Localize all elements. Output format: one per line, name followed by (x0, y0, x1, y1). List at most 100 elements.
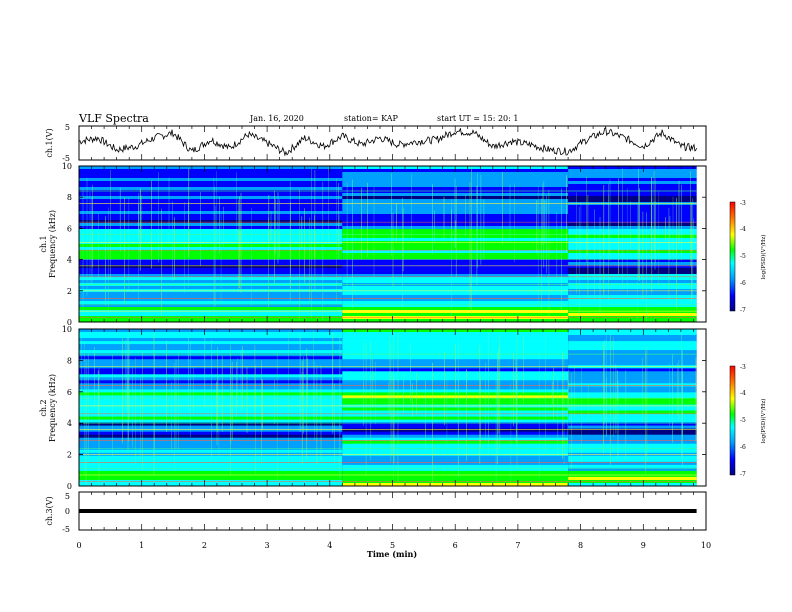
spec1-cell (342, 310, 568, 314)
spec1-cell (568, 235, 697, 239)
spec2-cell (568, 377, 697, 381)
spec2-cell (342, 344, 568, 348)
spec1-cell (79, 178, 343, 182)
spec2-cell (568, 353, 697, 357)
spec1-cell (79, 247, 343, 251)
spec1-cell (568, 307, 697, 311)
ch2-spectrogram-panel: 0 2 4 6 8 10 ch.2 Frequency (kHz) (39, 325, 707, 491)
spec2-cell (568, 483, 697, 487)
spec1-cell (342, 259, 568, 263)
spec2-cell (79, 401, 343, 405)
spec2-cell (79, 443, 343, 448)
spec2-cell (342, 413, 568, 417)
spec2-cell (79, 329, 343, 333)
spec2-cell (568, 359, 697, 363)
spec1-cell (342, 304, 568, 308)
spec1-cell (342, 307, 568, 311)
spec2-ticks-ytick-label: 6 (67, 388, 72, 397)
spec1-cell (79, 319, 343, 323)
spec1-cell (568, 268, 697, 272)
spec2-cell (79, 362, 343, 366)
spec2-cell (568, 341, 697, 345)
spec2-cell (79, 470, 343, 475)
spec2-cell (568, 347, 697, 351)
spec1-cell (79, 196, 343, 200)
spec2-cell (79, 347, 343, 351)
spec2-cell (342, 422, 568, 426)
spec1-cell (568, 238, 697, 242)
spec1-cell (79, 193, 343, 197)
spec1-cell (79, 274, 343, 278)
spec2-cell (568, 413, 697, 417)
spec2-cell (342, 401, 568, 405)
spec1-cell (79, 259, 343, 263)
x-tick-label: 9 (641, 541, 646, 550)
spec1-ticks-ytick-label: 10 (62, 162, 72, 171)
spec2-cell (79, 455, 343, 460)
spec2-cell (568, 473, 697, 478)
spec1-cell (568, 181, 697, 185)
spec1-cell (342, 265, 568, 269)
spec1-cell (79, 292, 343, 296)
spec2-cell (342, 398, 568, 402)
spec2-cell (342, 368, 568, 372)
spec2-cell (342, 356, 568, 360)
spec2-cell (342, 380, 568, 384)
spec2-cell (342, 392, 568, 396)
spec1-cell (568, 232, 697, 236)
spec1-cell (79, 253, 343, 257)
spec1-cell (568, 253, 697, 257)
spec2-cell (568, 464, 697, 469)
spec1-cell (568, 301, 697, 305)
spec2-cell (342, 374, 568, 378)
spec2-cell (342, 410, 568, 414)
spec1-ticks-ytick-label: 8 (67, 193, 72, 202)
spec2-cell (79, 380, 343, 384)
spec1-cell (79, 310, 343, 314)
x-tick-label: 6 (453, 541, 458, 550)
spec1-cell (568, 223, 697, 227)
spec1-cell (79, 235, 343, 239)
cb1-tick-4: -4 (740, 226, 746, 233)
spec1-cell (568, 250, 697, 254)
spec2-cell (79, 476, 343, 481)
spec2-cell (342, 467, 568, 472)
spec2-cell (342, 476, 568, 481)
spec1-cell (568, 277, 697, 281)
spec1-cell (568, 319, 697, 323)
spec2-cell (568, 350, 697, 354)
spec2-cell (342, 455, 568, 460)
spec1-cell (79, 262, 343, 266)
spec2-cell (342, 437, 568, 442)
spec1-cell (79, 184, 343, 188)
spec2-cell (342, 428, 568, 432)
spec2-cell (79, 398, 343, 402)
spec2-ticks-ytick-label: 0 (67, 482, 72, 491)
colorbar-ch2: -3 -4 -5 -6 -7 log(PSD)(V²/Hz) (729, 364, 767, 478)
spec1-cell (568, 244, 697, 248)
spec2-cell (79, 350, 343, 354)
spec2-cell (568, 332, 697, 336)
spec1-cell (568, 193, 697, 197)
spec1-cell (568, 265, 697, 269)
spec1-cell (79, 271, 343, 275)
x-axis-label: Time (min) (367, 549, 417, 559)
spec1-cell (568, 229, 697, 233)
ch1-ylabel-freq: Frequency (kHz) (48, 210, 57, 278)
spec2-cell (79, 335, 343, 339)
x-tick-label: 10 (701, 541, 711, 550)
x-tick-label: 8 (578, 541, 583, 550)
spec1-cell (568, 205, 697, 209)
spec2-ticks-ytick-label: 8 (67, 356, 72, 365)
spec1-cell (79, 316, 343, 320)
spec1-cell (568, 256, 697, 260)
spec2-cell (568, 443, 697, 448)
spec1-cell (568, 217, 697, 221)
spec2-cell (342, 395, 568, 399)
spec2-cell (568, 419, 697, 423)
spec2-cell (79, 473, 343, 478)
spec2-cell (342, 431, 568, 436)
spec2-cell (79, 413, 343, 417)
spec1-cell (79, 172, 343, 176)
